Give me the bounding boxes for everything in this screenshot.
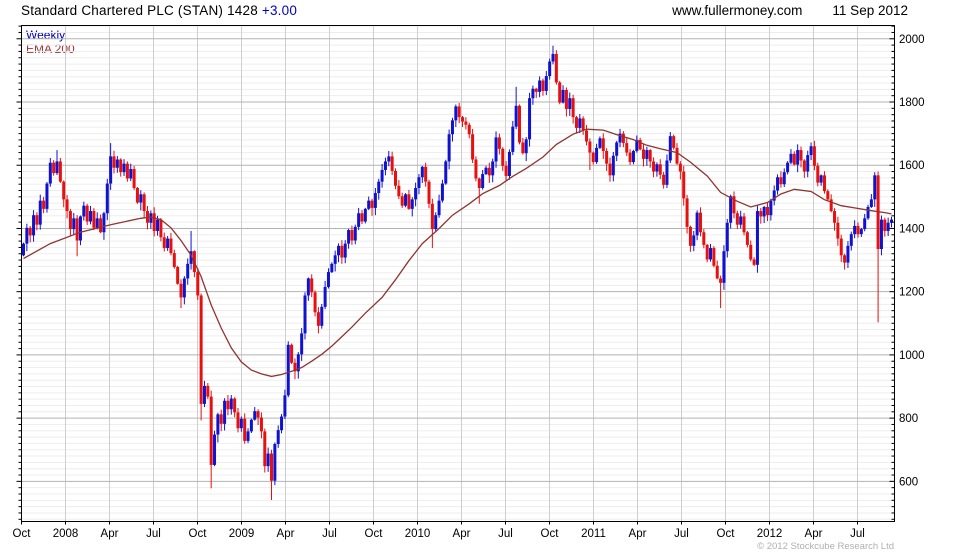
header-right: www.fullermoney.com 11 Sep 2012	[672, 3, 908, 18]
svg-text:2009: 2009	[229, 528, 255, 540]
svg-text:Jul: Jul	[146, 528, 161, 540]
svg-text:2010: 2010	[405, 528, 431, 540]
instrument-title: Standard Chartered PLC (STAN) 1428	[21, 3, 258, 18]
svg-text:1000: 1000	[899, 350, 925, 362]
svg-text:1600: 1600	[899, 160, 925, 172]
svg-text:Oct: Oct	[717, 528, 736, 540]
plot-border	[21, 25, 895, 522]
svg-text:2000: 2000	[899, 34, 925, 46]
website-text: www.fullermoney.com	[672, 3, 803, 18]
grid-layer	[21, 25, 895, 522]
svg-text:Apr: Apr	[805, 528, 823, 540]
svg-text:2012: 2012	[757, 528, 783, 540]
svg-text:1800: 1800	[899, 97, 925, 109]
svg-text:Apr: Apr	[277, 528, 295, 540]
svg-text:Jul: Jul	[498, 528, 513, 540]
svg-text:Oct: Oct	[13, 528, 32, 540]
quote-change: +3.00	[261, 3, 298, 18]
svg-text:Apr: Apr	[629, 528, 647, 540]
svg-text:Apr: Apr	[453, 528, 471, 540]
svg-text:800: 800	[899, 413, 918, 425]
chart-date: 11 Sep 2012	[832, 3, 908, 18]
copyright-text: © 2012 Stockcube Research Ltd	[757, 541, 894, 552]
svg-text:Jul: Jul	[674, 528, 689, 540]
svg-text:2008: 2008	[53, 528, 79, 540]
ema-line	[23, 128, 892, 378]
chart-title: Standard Chartered PLC (STAN) 1428 +3.00	[21, 3, 297, 18]
svg-text:1200: 1200	[899, 287, 925, 299]
svg-text:600: 600	[899, 476, 918, 488]
y-axis-ticks	[16, 25, 895, 520]
y-axis-labels: 600 800 1000 1200 1400 1600 1800 2000	[899, 34, 925, 489]
svg-text:Apr: Apr	[101, 528, 119, 540]
candles-layer	[22, 45, 893, 501]
svg-text:Oct: Oct	[541, 528, 560, 540]
svg-text:1400: 1400	[899, 223, 925, 235]
x-axis-labels: Oct 2008 Apr Jul Oct 2009 Apr Jul Oct 2010 Apr Jul O…	[13, 528, 865, 540]
svg-text:2011: 2011	[581, 528, 606, 540]
svg-text:Jul: Jul	[850, 528, 865, 540]
svg-text:Oct: Oct	[365, 528, 384, 540]
x-axis-ticks	[21, 521, 858, 525]
svg-text:Oct: Oct	[189, 528, 208, 540]
svg-text:Jul: Jul	[322, 528, 337, 540]
